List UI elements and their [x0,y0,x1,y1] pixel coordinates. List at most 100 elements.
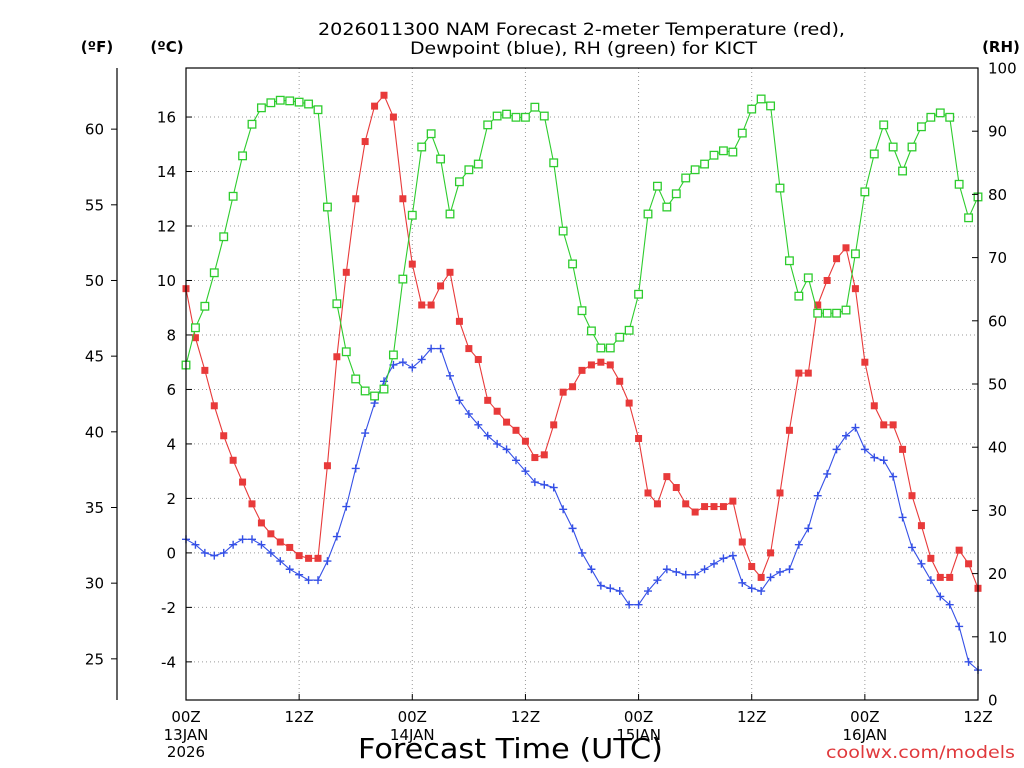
dewpoint-marker [559,505,568,514]
dewpoint-marker [210,551,219,560]
dewpoint-marker [238,535,247,544]
dewpoint-marker [200,548,209,557]
temperature-marker [531,454,539,462]
rh-marker [822,308,832,318]
rh-marker [247,119,257,129]
x-date-label: 14JAN [390,726,435,744]
temperature-marker [267,530,275,538]
dewpoint-marker [719,554,728,563]
temperature-marker [559,388,567,396]
dewpoint-marker [455,396,464,405]
celsius-tick-label: 8 [166,326,176,344]
dewpoint-marker [596,581,605,590]
rh-marker [747,104,757,114]
rh-marker [916,122,926,132]
dewpoint-marker [898,513,907,522]
rh-marker [898,166,908,176]
rh-marker [577,306,587,316]
celsius-tick-label: 14 [157,163,176,181]
temperature-marker [672,484,680,492]
rh-marker [832,308,842,318]
dewpoint-marker [917,559,926,568]
rh-marker [200,301,210,311]
rh-marker [700,159,710,169]
temperature-marker [295,552,303,560]
axis-layer: -4 -2 0 2 4 6 8 10 12 14 16 25 30 35 40 45 50 55 60 0 10 20 30… [85,60,1017,762]
dewpoint-marker [266,548,275,557]
rh-marker [398,274,408,284]
rh-marker [351,374,361,384]
dewpoint-marker [851,423,860,432]
dewpoint-marker [464,409,473,418]
rh-marker [841,305,851,315]
rh-marker [869,149,879,159]
dewpoint-marker [493,439,502,448]
x-date-label: 15JAN [616,726,661,744]
temperature-marker [408,260,416,268]
rh-marker [737,128,747,138]
celsius-axis-title: (ºC) [150,38,183,56]
temperature-marker [682,500,690,508]
temperature-marker [437,282,445,290]
temperature-marker [833,255,841,263]
temperature-marker [899,445,907,453]
rh-marker [945,112,955,122]
rh-marker [879,120,889,130]
temperature-marker [842,244,850,252]
dewpoint-marker [804,524,813,533]
rh-marker [332,299,342,309]
rh-tick-label: 0 [988,692,998,710]
dewpoint-marker [936,592,945,601]
celsius-tick-label: 12 [157,218,176,236]
temperature-marker [851,285,859,293]
rh-marker [643,209,653,219]
dewpoint-marker [842,431,850,440]
rh-marker [681,173,691,183]
rh-marker [238,151,248,161]
temperature-marker [201,366,209,374]
temperature-marker [644,489,652,497]
rh-tick-label: 20 [988,565,1007,583]
dewpoint-marker [257,540,266,549]
temperature-marker [814,301,822,309]
temperature-marker [493,407,501,415]
x-date-label: 13JAN [164,726,209,744]
rh-marker [473,159,483,169]
dewpoint-marker [304,576,313,585]
fahrenheit-tick-label: 55 [85,196,104,214]
x-tick-label: 00Z [850,708,879,726]
celsius-tick-label: 10 [157,272,176,290]
dewpoint-marker [587,565,596,574]
temperature-marker [286,543,294,551]
temperature-marker [757,573,765,581]
x-tick-label: 00Z [624,708,653,726]
temperature-marker [191,334,199,342]
rh-marker [718,146,728,156]
credit-link-text: coolwx.com/models [826,743,1015,763]
temperature-marker [729,497,737,505]
dewpoint-marker [710,559,718,568]
rh-marker [728,147,738,157]
temperature-marker [701,503,709,511]
temperature-marker [663,473,671,481]
dewpoint-marker [408,363,417,372]
celsius-tick-label: -4 [161,653,176,671]
dewpoint-marker [955,622,964,631]
x-tick-label: 12Z [511,708,540,726]
temperature-marker [371,102,379,110]
dewpoint-marker [361,429,370,438]
temperature-marker [889,421,897,429]
rh-marker [803,273,813,283]
temperature-marker [653,500,661,508]
rh-marker [954,179,964,189]
rh-marker [530,102,540,112]
x-tick-label: 00Z [171,708,200,726]
temperature-marker [361,138,369,146]
temperature-marker [569,383,577,391]
rh-axis-title: (RH) [982,38,1020,56]
temperature-marker [719,503,727,511]
rh-marker [209,268,219,278]
temperature-marker [710,503,718,511]
rh-marker [492,111,502,121]
